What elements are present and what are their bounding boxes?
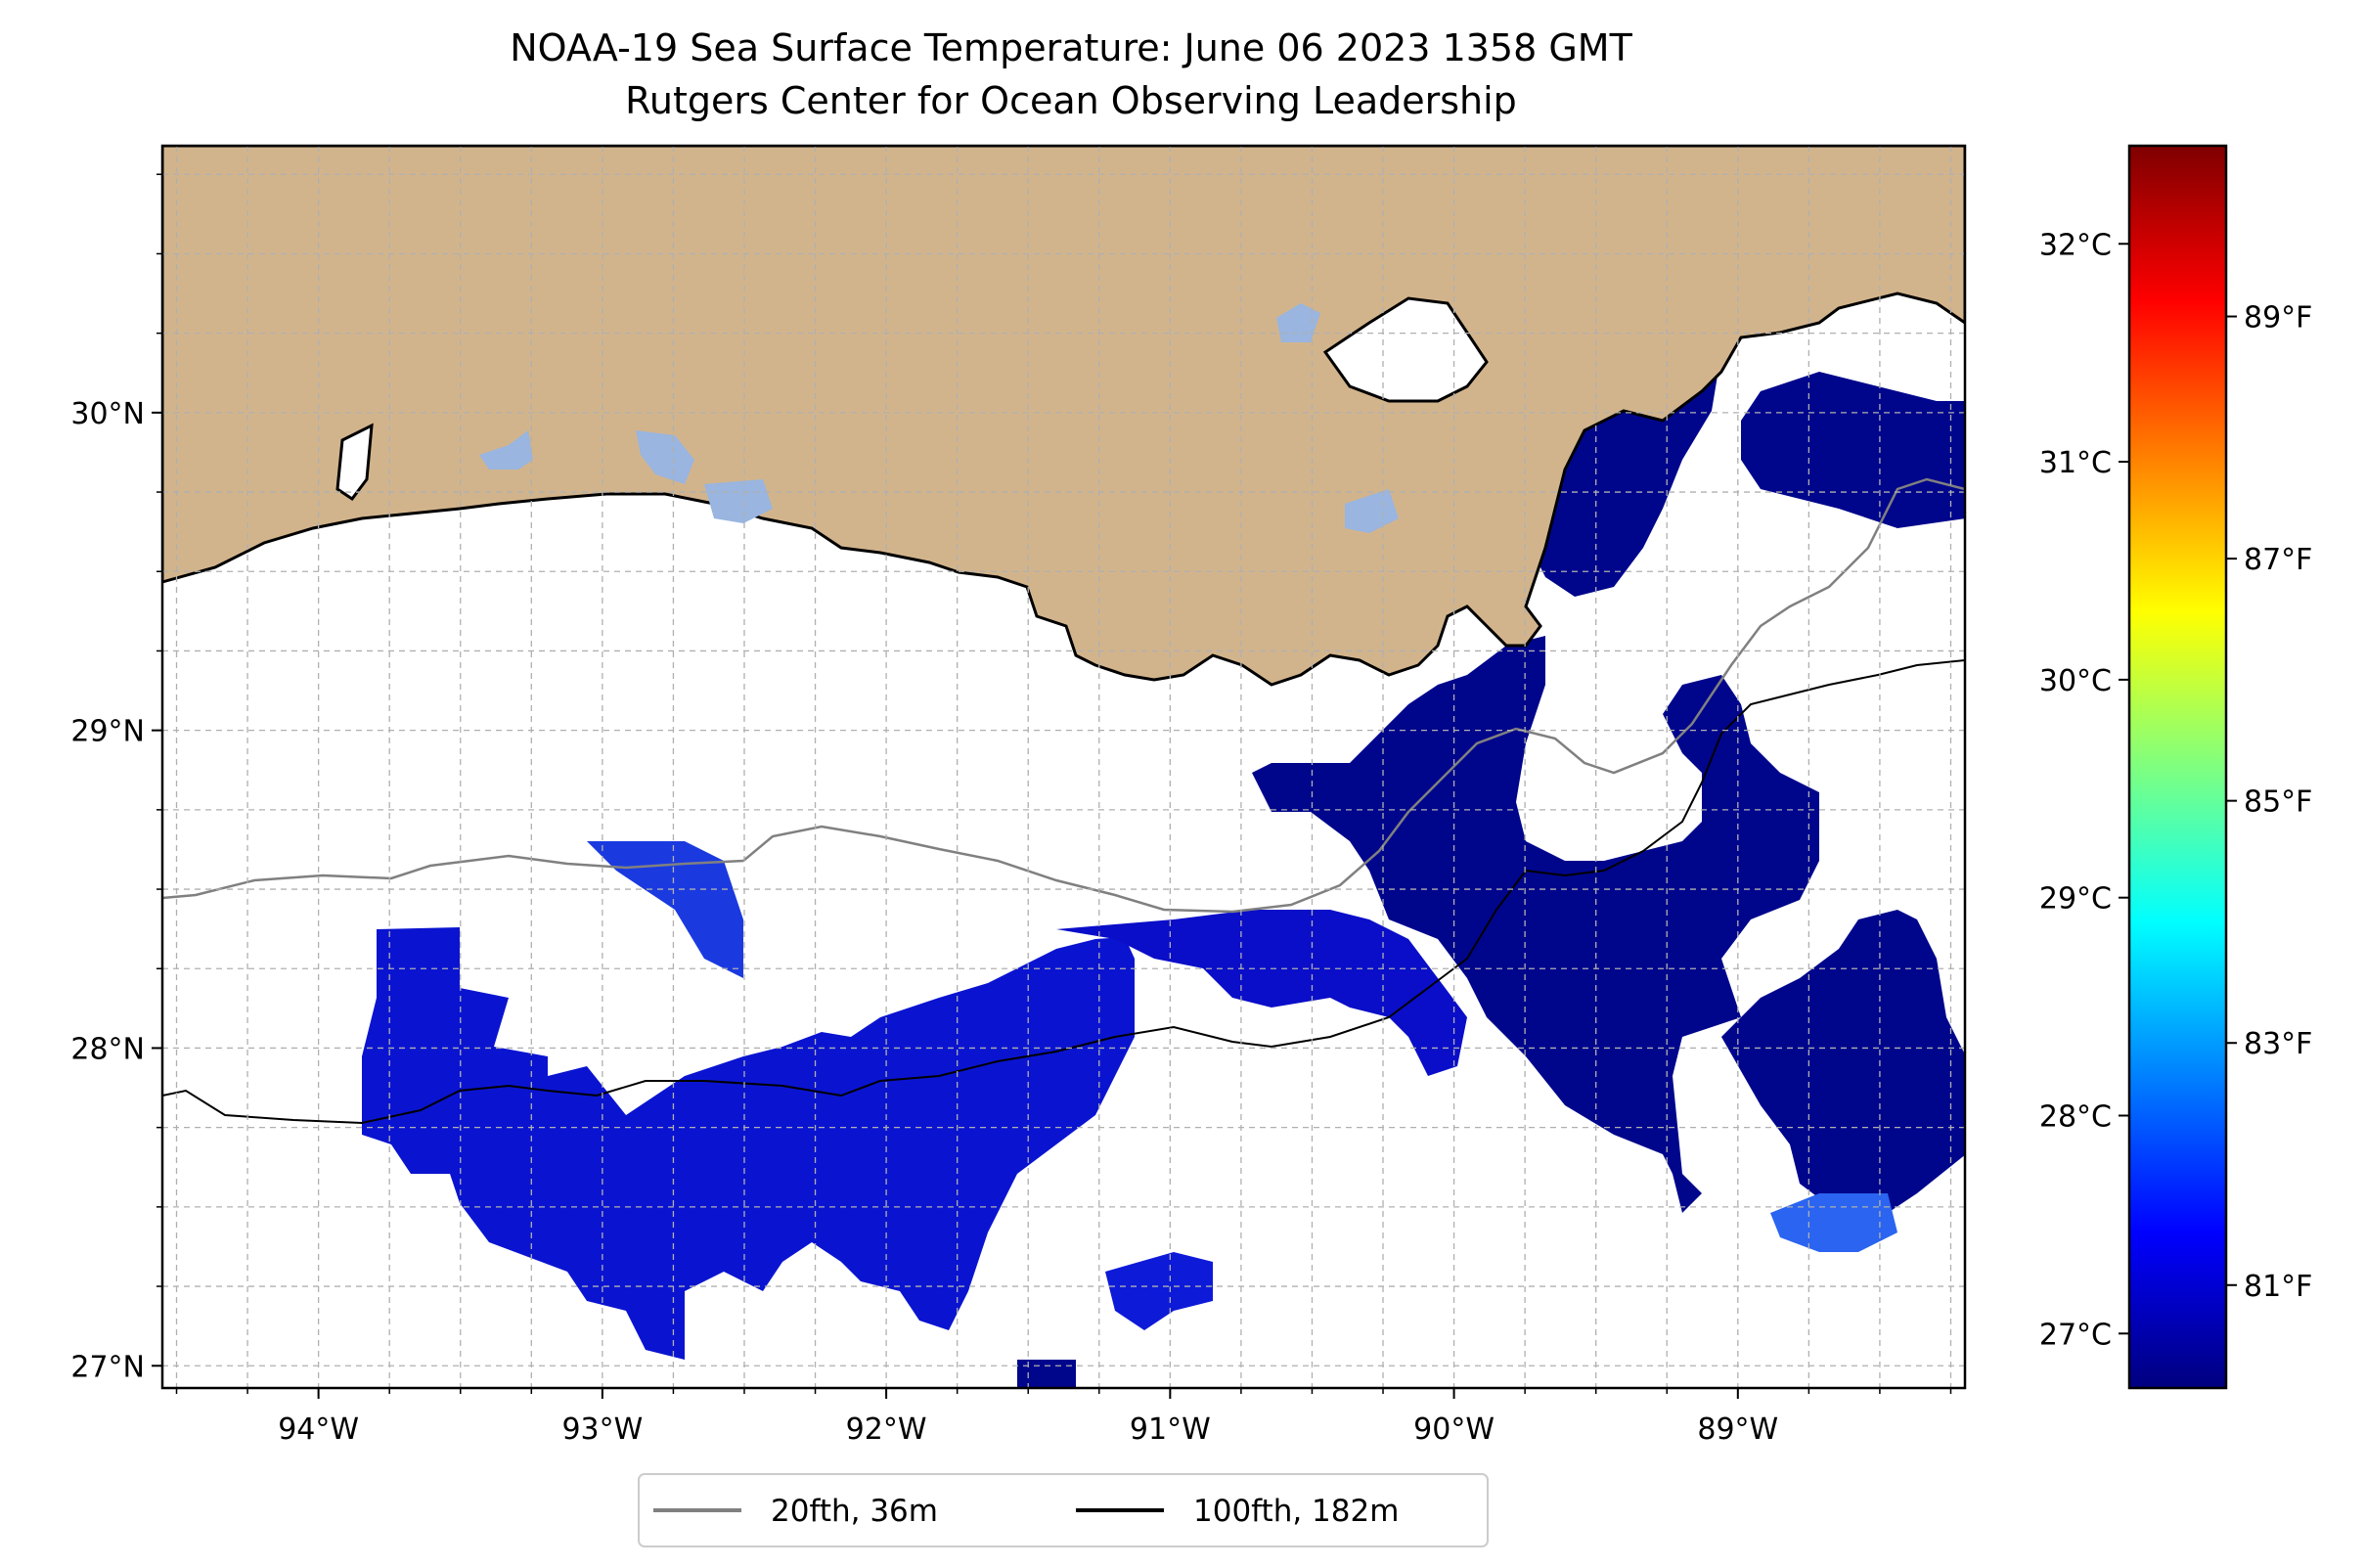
celsius-tick-label: 29°C [2039, 882, 2112, 917]
lon-tick-label: 92°W [846, 1412, 927, 1447]
isobath-100fth [162, 659, 1965, 1125]
land [162, 146, 1965, 687]
colorbar-celsius-ticks: 27°C 28°C 29°C 30°C 31°C 32°C [2039, 228, 2129, 1352]
lakes [479, 303, 1399, 533]
legend-box [638, 1473, 1489, 1547]
fahrenheit-tick-label: 89°F [2244, 301, 2312, 336]
celsius-tick-label: 27°C [2039, 1318, 2112, 1352]
fahrenheit-tick-label: 87°F [2244, 543, 2312, 577]
chart-subtitle: Rutgers Center for Ocean Observing Leade… [625, 79, 1517, 122]
lon-tick-label: 89°W [1697, 1412, 1778, 1447]
fahrenheit-tick-label: 85°F [2244, 785, 2312, 820]
lon-tick-label: 94°W [278, 1412, 359, 1447]
map-area [162, 146, 1965, 1388]
lat-tick-label: 27°N [70, 1350, 145, 1384]
lat-tick-label: 30°N [70, 397, 145, 431]
celsius-tick-label: 30°C [2039, 664, 2112, 698]
lon-gridlines [175, 146, 1952, 1388]
sabine-lake [335, 423, 374, 502]
chart-title: NOAA-19 Sea Surface Temperature: June 06… [510, 26, 1632, 69]
legend: 20fth, 36m 100fth, 182m [638, 1473, 1489, 1547]
legend-label-100fth: 100fth, 182m [1193, 1494, 1399, 1529]
fahrenheit-tick-label: 81°F [2244, 1270, 2312, 1304]
fahrenheit-tick-label: 83°F [2244, 1027, 2312, 1061]
legend-label-20fth: 20fth, 36m [771, 1494, 938, 1529]
celsius-tick-label: 31°C [2039, 446, 2112, 480]
lon-tick-label: 90°W [1413, 1412, 1495, 1447]
lat-ticks: 27°N 28°N 29°N 30°N [70, 173, 162, 1384]
colorbar [2127, 144, 2228, 1390]
isobath-20fth [162, 477, 1965, 914]
map-frame [160, 144, 1967, 1390]
lon-ticks: 94°W 93°W 92°W 91°W 90°W 89°W [175, 1388, 1952, 1447]
lat-tick-label: 29°N [70, 715, 145, 749]
celsius-tick-label: 32°C [2039, 228, 2112, 262]
lake-pontchartrain [1322, 296, 1489, 403]
lon-tick-label: 93°W [561, 1412, 643, 1447]
lat-tick-label: 28°N [70, 1032, 145, 1066]
celsius-tick-label: 28°C [2039, 1099, 2112, 1134]
lon-tick-label: 91°W [1130, 1412, 1211, 1447]
colorbar-fahrenheit-ticks: 81°F 83°F 85°F 87°F 89°F [2226, 301, 2312, 1304]
